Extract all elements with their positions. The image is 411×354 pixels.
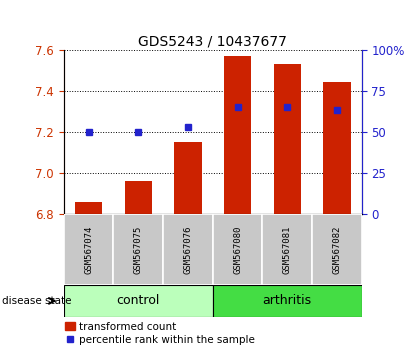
Text: GSM567080: GSM567080 [233, 225, 242, 274]
Bar [312, 214, 362, 285]
Bar [213, 285, 362, 317]
Bar [163, 214, 213, 285]
Bar [213, 214, 262, 285]
Title: GDS5243 / 10437677: GDS5243 / 10437677 [138, 34, 287, 48]
Bar [174, 142, 201, 214]
Text: control: control [116, 295, 160, 307]
Text: GSM567082: GSM567082 [332, 225, 342, 274]
Text: GSM567076: GSM567076 [183, 225, 192, 274]
Text: GSM567075: GSM567075 [134, 225, 143, 274]
Text: disease state: disease state [2, 296, 72, 306]
Legend: transformed count, percentile rank within the sample: transformed count, percentile rank withi… [61, 317, 259, 349]
Bar [75, 202, 102, 214]
Bar [125, 181, 152, 214]
Bar [274, 64, 301, 214]
Bar [64, 214, 113, 285]
Bar [64, 285, 213, 317]
Bar [262, 214, 312, 285]
Text: arthritis: arthritis [263, 295, 312, 307]
Text: GSM567081: GSM567081 [283, 225, 292, 274]
Bar [113, 214, 163, 285]
Bar [323, 82, 351, 214]
Text: GSM567074: GSM567074 [84, 225, 93, 274]
Bar [224, 56, 251, 214]
